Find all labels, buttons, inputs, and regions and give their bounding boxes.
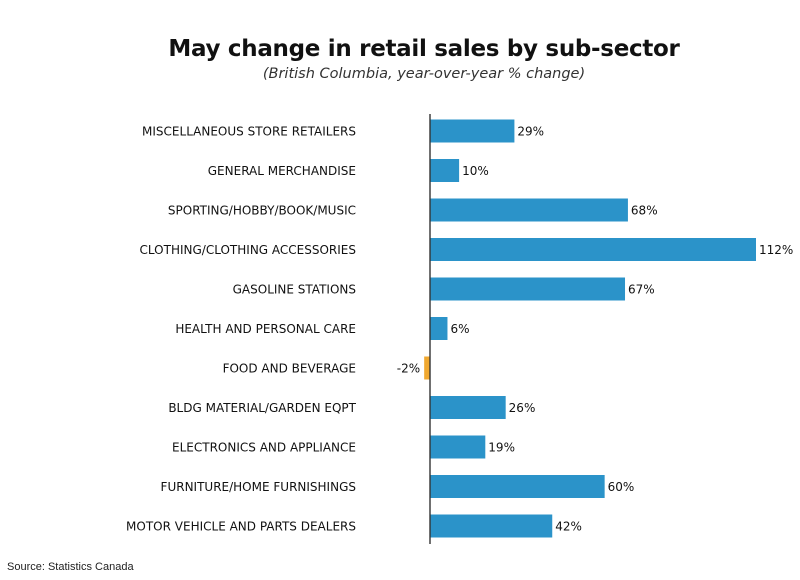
- source-note: Source: Statistics Canada: [7, 561, 134, 573]
- bar: [430, 277, 626, 301]
- bar: [430, 119, 515, 143]
- bar: [430, 238, 756, 261]
- bar: [430, 514, 553, 538]
- category-label: CLOTHING/CLOTHING ACCESSORIES: [140, 243, 356, 257]
- category-label: MISCELLANEOUS STORE RETAILERS: [142, 125, 356, 139]
- category-label: SPORTING/HOBBY/BOOK/MUSIC: [168, 204, 356, 218]
- bar: [430, 475, 605, 498]
- data-label: 6%: [450, 322, 469, 336]
- data-label: 26%: [509, 401, 536, 415]
- category-label: HEALTH AND PERSONAL CARE: [175, 322, 356, 336]
- data-label: 42%: [555, 520, 582, 534]
- bar: [430, 435, 486, 459]
- data-label: 67%: [628, 283, 655, 297]
- data-label: 112%: [759, 243, 793, 257]
- category-label: FURNITURE/HOME FURNISHINGS: [161, 480, 356, 494]
- chart-subtitle: (British Columbia, year-over-year % chan…: [262, 66, 586, 82]
- category-label: FOOD AND BEVERAGE: [223, 362, 356, 376]
- data-label: 29%: [517, 125, 544, 139]
- data-label: -2%: [397, 362, 420, 376]
- bar: [430, 317, 448, 340]
- bar: [430, 159, 460, 182]
- category-label: BLDG MATERIAL/GARDEN EQPT: [168, 401, 356, 415]
- data-label: 19%: [488, 441, 515, 455]
- data-label: 68%: [631, 204, 658, 218]
- bar: [424, 356, 430, 380]
- category-label: GENERAL MERCHANDISE: [208, 164, 356, 178]
- category-label: GASOLINE STATIONS: [233, 283, 356, 297]
- bar: [430, 396, 506, 419]
- data-label: 60%: [608, 480, 635, 494]
- bar: [430, 198, 628, 222]
- category-label: ELECTRONICS AND APPLIANCE: [172, 441, 356, 455]
- category-label: MOTOR VEHICLE AND PARTS DEALERS: [126, 520, 356, 534]
- chart-title: May change in retail sales by sub-sector: [168, 36, 680, 62]
- data-label: 10%: [462, 164, 489, 178]
